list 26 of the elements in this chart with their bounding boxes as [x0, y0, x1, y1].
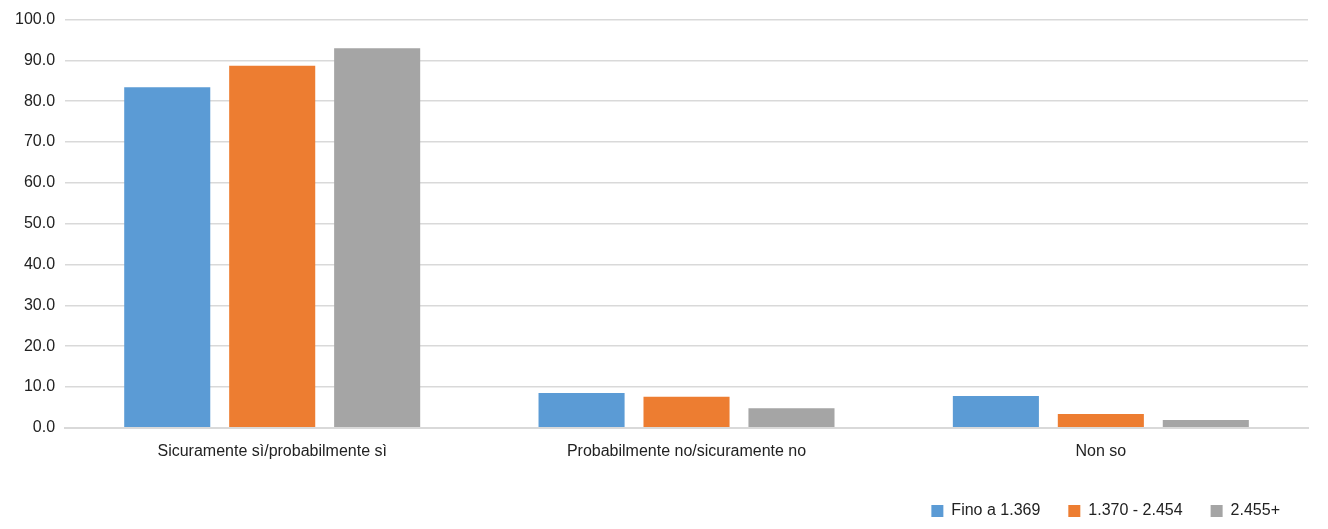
- x-tick-label: Probabilmente no/sicuramente no: [566, 441, 807, 459]
- bar: [1162, 420, 1249, 428]
- legend-label: 2.455+: [1230, 501, 1281, 519]
- y-tick-label: 20.0: [23, 336, 56, 354]
- y-tick-label: 100.0: [14, 10, 56, 28]
- bar: [643, 396, 730, 428]
- x-tick-label: Non so: [1075, 441, 1127, 459]
- y-tick-label: 70.0: [23, 132, 56, 150]
- bar: [1057, 413, 1144, 428]
- bar: [229, 65, 316, 428]
- x-tick-label: Sicuramente sì/probabilmente sì: [157, 441, 387, 459]
- bar: [952, 395, 1039, 428]
- y-tick-label: 10.0: [23, 377, 56, 395]
- y-tick-label: 40.0: [23, 254, 56, 272]
- bar: [538, 393, 625, 428]
- bar: [124, 87, 211, 428]
- legend-label: 1.370 - 2.454: [1088, 501, 1183, 519]
- y-tick-label: 60.0: [23, 173, 56, 191]
- y-tick-label: 90.0: [23, 50, 56, 68]
- y-tick-label: 30.0: [23, 295, 56, 313]
- y-tick-label: 50.0: [23, 214, 56, 232]
- bar: [748, 408, 835, 428]
- bar: [334, 48, 421, 428]
- y-tick-label: 0.0: [32, 418, 56, 436]
- legend-label: Fino a 1.369: [951, 501, 1041, 519]
- y-tick-label: 80.0: [23, 91, 56, 109]
